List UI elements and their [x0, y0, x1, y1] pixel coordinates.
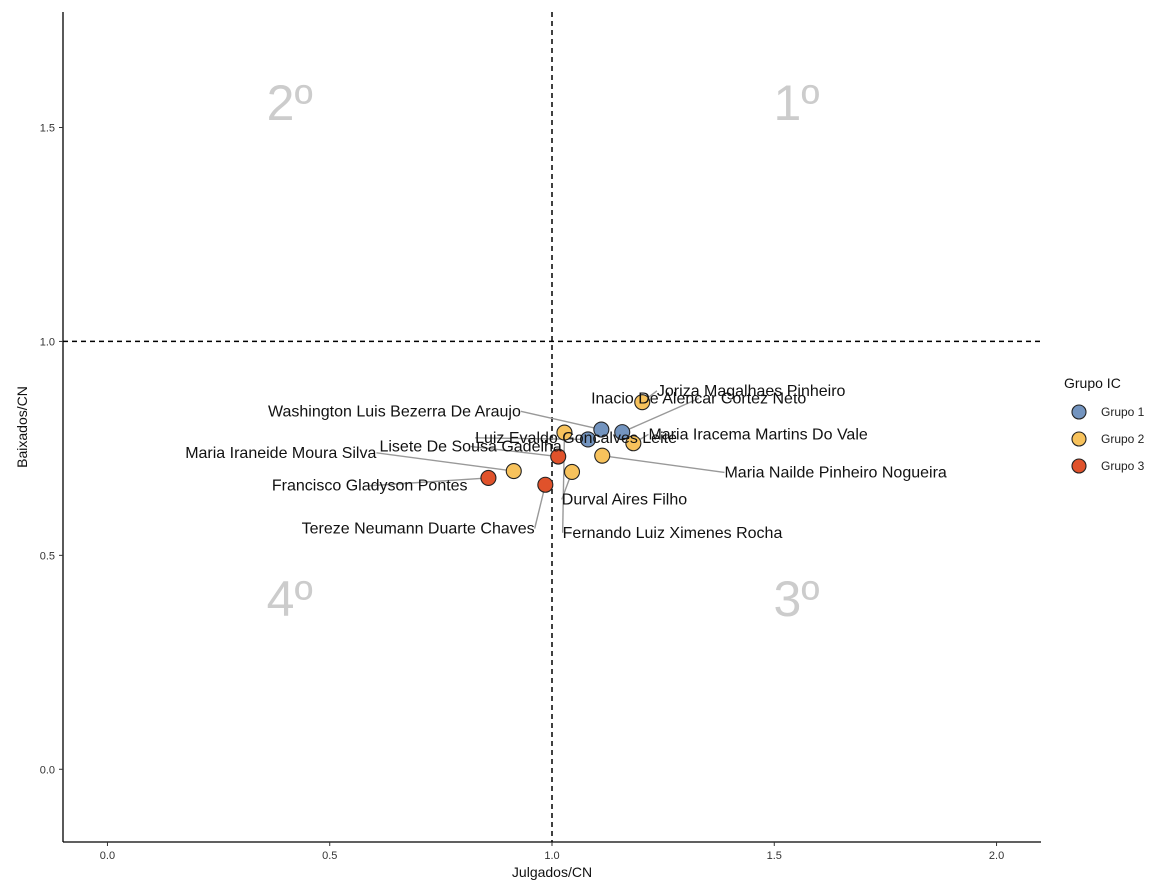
leader-line [621, 397, 699, 433]
point-luiz-evaldo-goncalves-leite [579, 431, 597, 448]
data-points [480, 394, 651, 493]
legend-label: Grupo 3 [1101, 459, 1145, 473]
x-tick-label: 0.0 [100, 850, 115, 862]
y-tick-label: 0.0 [40, 764, 55, 776]
legend-key-grupo-2 [1071, 431, 1087, 447]
legend-key-grupo-3 [1071, 458, 1087, 474]
point-label: Maria Iracema Martins Do Vale [648, 426, 867, 443]
point-label: Fernando Luiz Ximenes Rocha [563, 525, 783, 542]
legend-title: Grupo IC [1064, 375, 1121, 391]
point-label: Lisete De Sousa Gadelha [379, 438, 561, 455]
x-tick-label: 1.0 [544, 850, 559, 862]
leader-line [376, 452, 514, 472]
leader-line [561, 432, 566, 533]
x-tick-label: 1.5 [767, 850, 782, 862]
point-labels: Inacio De Alencar Cortez Neto Washington … [185, 383, 947, 542]
leader-line [602, 454, 725, 474]
point-inacio-de-alencar-cortez-neto [614, 424, 631, 441]
leader-line [520, 410, 602, 431]
y-tick-label: 1.0 [40, 336, 55, 348]
legend-key-grupo-1 [1071, 404, 1087, 420]
x-tick-label: 2.0 [989, 850, 1004, 862]
point-fernando-luiz-ximenes-rocha [556, 424, 573, 441]
quadrant-label: 1º [773, 75, 819, 131]
point-label: Maria Iraneide Moura Silva [185, 445, 376, 462]
leader-line [475, 437, 589, 441]
point-maria-nailde-pinheiro-nogueira [594, 447, 611, 464]
x-axis-title: Julgados/CN [512, 864, 592, 880]
point-label: Durval Aires Filho [562, 491, 687, 508]
point-washington-luis-bezerra-de-araujo [593, 421, 610, 438]
quadrant-label: 3º [773, 571, 819, 627]
quadrant-labels: 1º 2º 3º 4º [267, 75, 820, 627]
quadrant-label: 2º [267, 75, 313, 131]
point-lisete-de-sousa-gadelha [550, 448, 567, 465]
point-label: Inacio De Alencar Cortez Neto [591, 390, 806, 407]
point-label: Tereze Neumann Duarte Chaves [302, 521, 535, 538]
point-label: Maria Nailde Pinheiro Nogueira [724, 464, 946, 481]
point-durval-aires-filho [563, 463, 581, 480]
point-maria-iracema-martins-do-vale [625, 435, 642, 452]
leader-line [369, 477, 489, 487]
legend-label: Grupo 2 [1101, 432, 1145, 446]
point-label: Joriza Magalhaes Pinheiro [657, 383, 846, 400]
point-joriza-magalhaes-pinheiro [634, 394, 651, 411]
point-tereze-neumann-duarte-chaves [537, 476, 554, 493]
legend-label: Grupo 1 [1101, 405, 1145, 419]
point-francisco-gladyson-pontes [480, 469, 497, 486]
y-tick-label: 1.5 [40, 123, 55, 135]
axes: Julgados/CN Baixados/CN 0.0 0.5 1.0 1.5 2.0 0… [14, 12, 1041, 880]
reference-lines [63, 12, 1041, 842]
label-leader-lines [369, 390, 725, 533]
point-label: Washington Luis Bezerra De Araujo [268, 403, 521, 420]
y-tick-label: 0.5 [40, 550, 55, 562]
point-label: Francisco Gladyson Pontes [272, 478, 468, 495]
quadrant-label: 4º [267, 571, 313, 627]
x-tick-label: 0.5 [322, 850, 337, 862]
legend: Grupo IC Grupo 1 Grupo 2 Grupo 3 [1064, 375, 1145, 474]
leader-line [470, 445, 559, 458]
point-label: Luiz Evaldo Goncalves Leite [475, 430, 677, 447]
point-maria-iraneide-moura-silva [505, 463, 522, 480]
y-axis-title: Baixados/CN [14, 386, 30, 468]
